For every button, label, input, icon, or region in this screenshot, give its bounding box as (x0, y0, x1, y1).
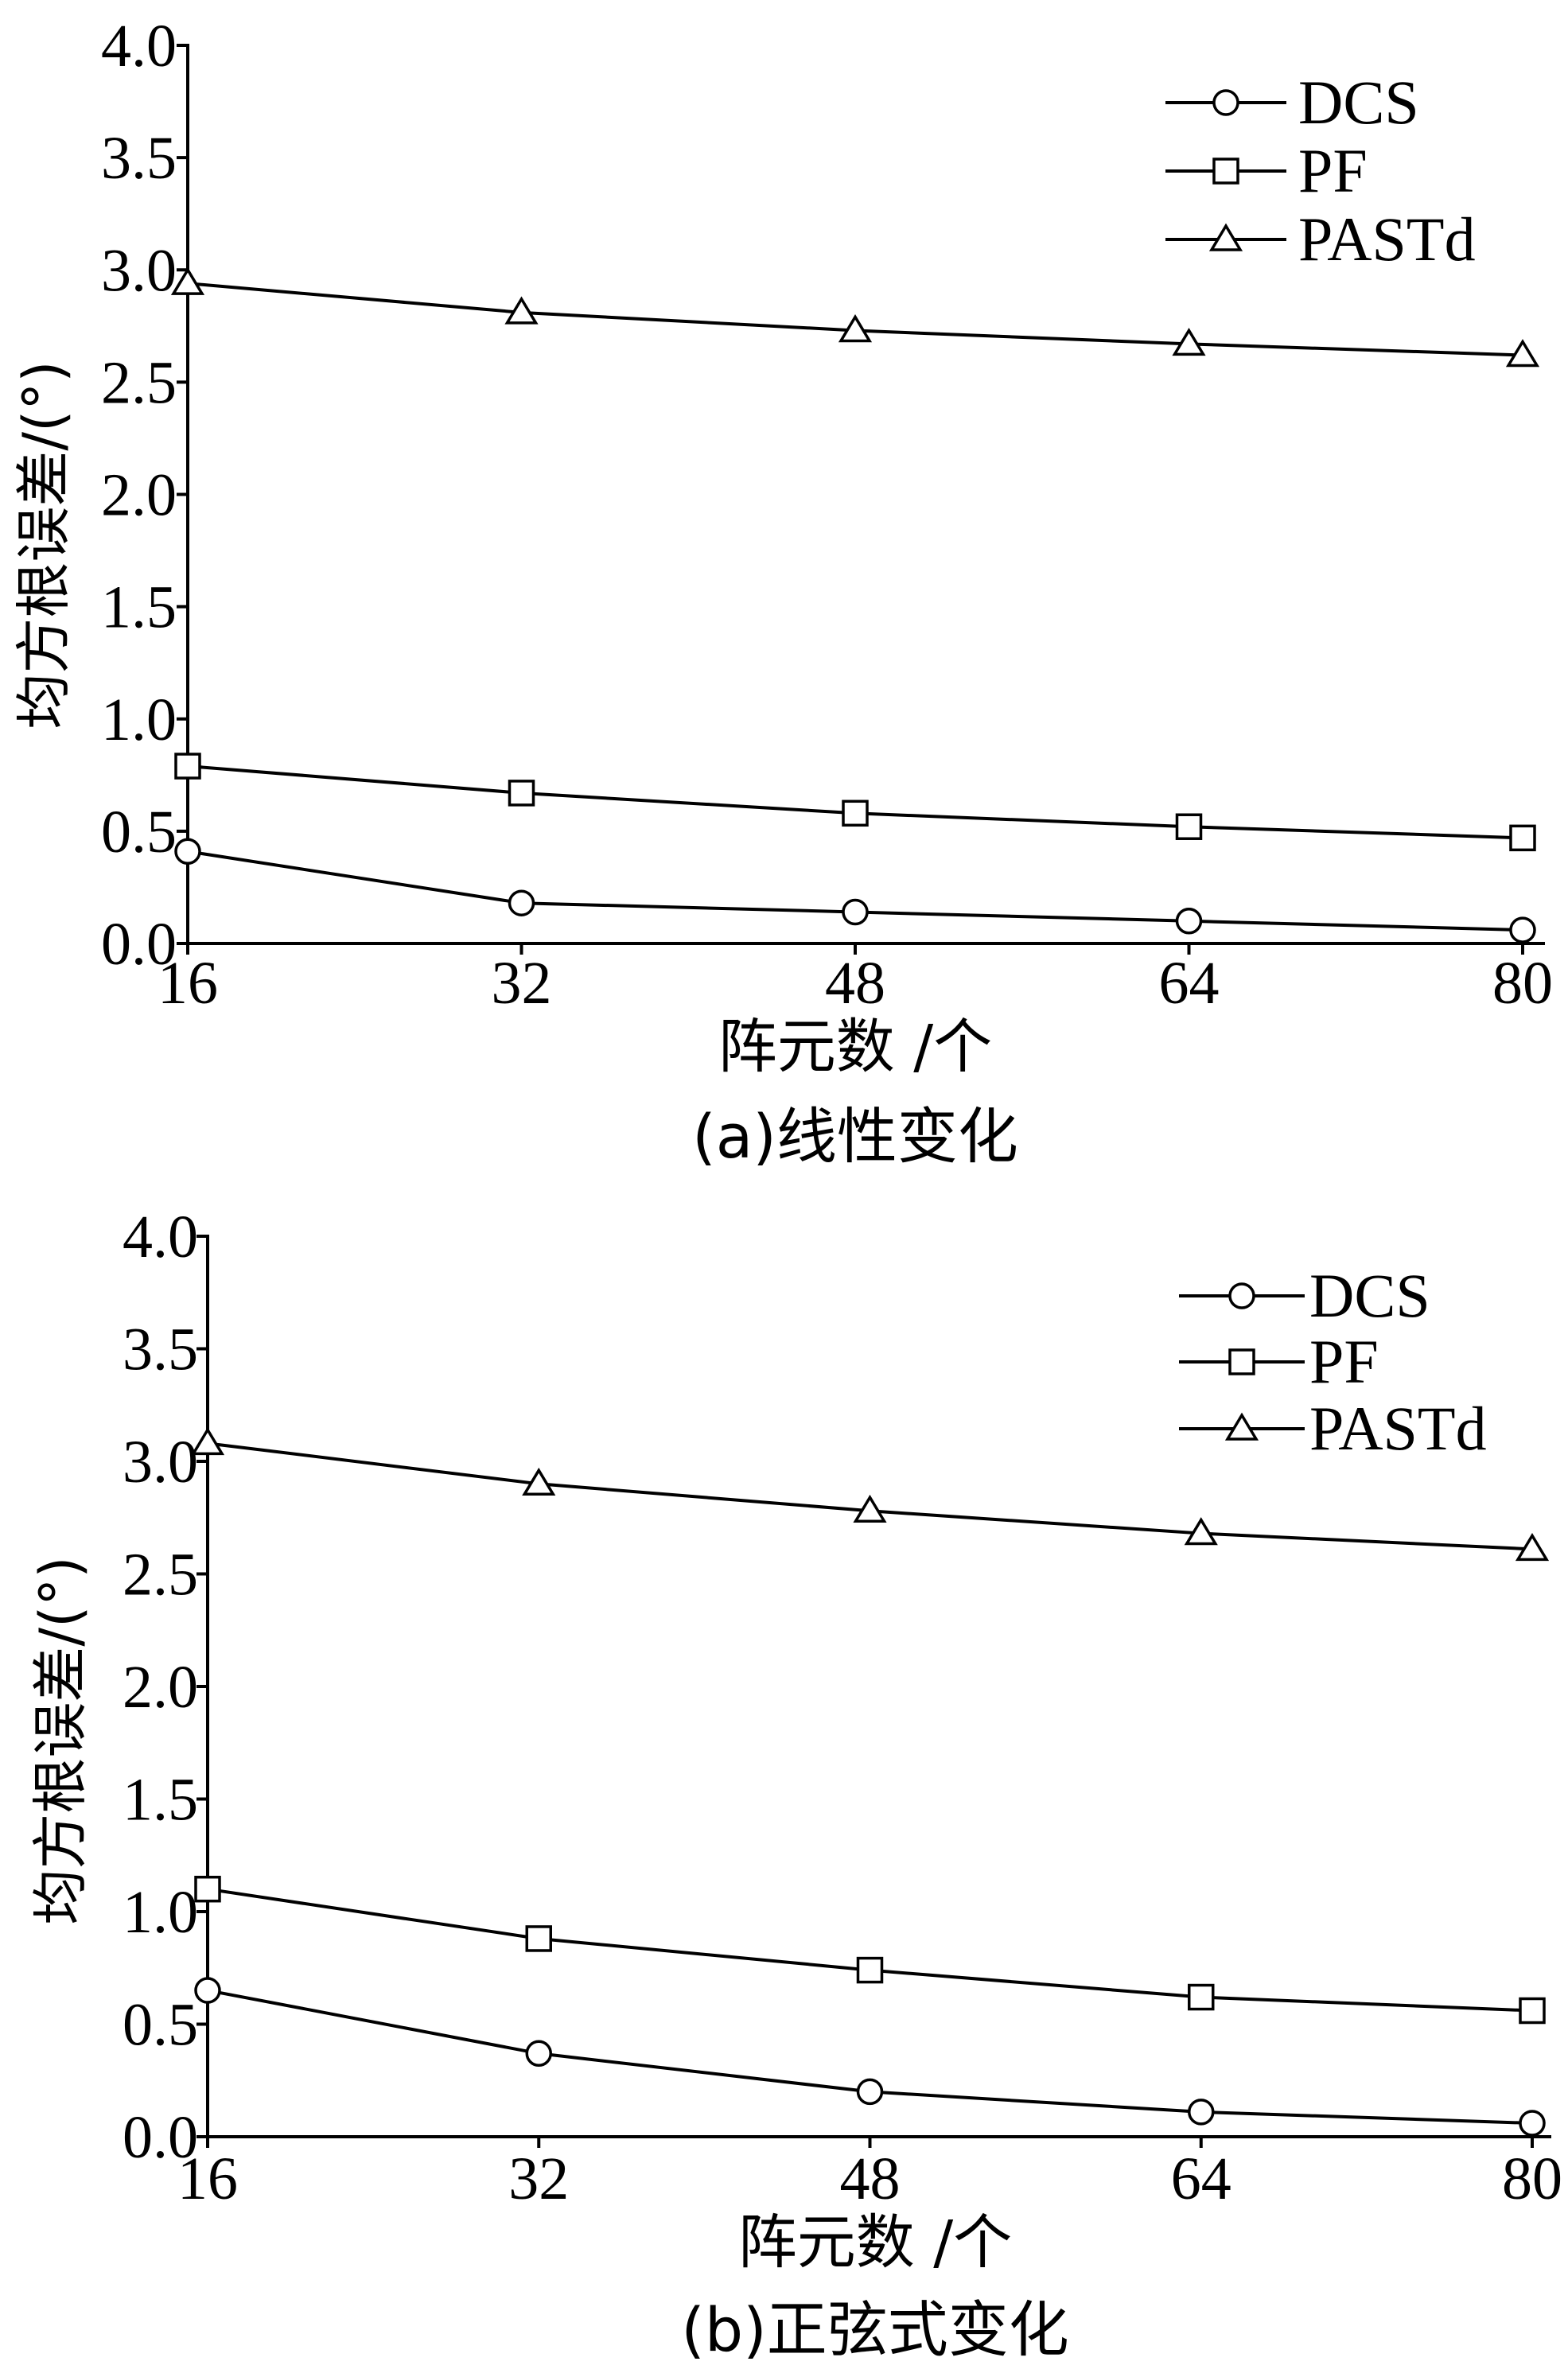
data-point-pastd (1515, 1532, 1550, 1562)
y-tick-label: 1.0 (123, 1879, 198, 1946)
legend-marker-pastd (1208, 223, 1243, 251)
legend-label-pf: PF (1309, 1327, 1379, 1396)
legend-marker-dcs (1228, 1282, 1255, 1309)
data-point-dcs (842, 898, 869, 926)
y-tick-label: 0.5 (101, 799, 177, 866)
x-tick-label: 48 (825, 950, 885, 1017)
data-point-pf (525, 1925, 552, 1952)
y-tick-label: 3.5 (123, 1317, 198, 1383)
data-point-dcs (1519, 2110, 1546, 2137)
y-tick-label: 1.0 (101, 687, 177, 753)
data-point-pf (1175, 813, 1203, 840)
data-point-pf (842, 799, 869, 827)
x-tick-label: 64 (1159, 950, 1220, 1017)
data-point-pastd (522, 1467, 556, 1496)
data-point-pf (1188, 1983, 1215, 2011)
data-point-pf (174, 753, 201, 780)
legend-marker-dcs (1212, 89, 1239, 116)
legend-marker-pastd (1224, 1412, 1259, 1441)
y-tick-label: 0.0 (123, 2104, 198, 2171)
x-tick-label: 16 (158, 950, 218, 1017)
legend-label-pf: PF (1298, 136, 1368, 205)
x-tick-label: 48 (840, 2145, 901, 2212)
data-point-dcs (194, 1977, 221, 2004)
data-point-pf (1509, 824, 1536, 852)
data-point-pastd (170, 266, 205, 295)
legend-marker-pf (1228, 1348, 1255, 1375)
data-point-pastd (1172, 327, 1206, 356)
y-tick-label: 1.5 (123, 1767, 198, 1834)
chart-a: 均方根误差/(°) 阵元数 /个 (a)线性变化 0.0 0.5 1.0 1.5 2.0… (11, 13, 1553, 1172)
y-tick-label: 2.5 (101, 349, 177, 416)
y-axis-label: 均方根误差/(°) (11, 360, 76, 729)
data-point-dcs (1188, 2099, 1215, 2126)
x-tick-label: 80 (1502, 2145, 1562, 2212)
y-tick-label: 3.0 (101, 237, 177, 304)
data-point-pf (1519, 1997, 1546, 2025)
y-tick-label: 0.0 (101, 911, 177, 978)
data-point-pf (508, 780, 535, 807)
data-point-pf (194, 1875, 221, 1903)
data-point-pf (856, 1956, 884, 1984)
legend-label-dcs: DCS (1309, 1261, 1430, 1330)
data-point-pastd (1184, 1517, 1218, 1546)
data-point-dcs (1175, 908, 1203, 935)
data-point-dcs (508, 889, 535, 916)
y-tick-label: 2.0 (123, 1654, 198, 1721)
chart-b: 均方根误差/(°) 阵元数 /个 (b)正弦式变化 0.0 0.5 1.0 1.5 2.… (28, 1204, 1562, 2365)
legend-marker-pf (1212, 158, 1239, 185)
data-point-dcs (525, 2040, 552, 2068)
data-point-dcs (856, 2078, 884, 2106)
y-tick-label: 4.0 (101, 13, 177, 80)
y-axis-label: 均方根误差/(°) (28, 1556, 93, 1924)
y-tick-label: 0.5 (123, 1992, 198, 2059)
legend-label-pastd: PASTd (1298, 204, 1476, 274)
data-point-dcs (174, 838, 201, 866)
legend-label-dcs: DCS (1298, 68, 1419, 137)
data-point-pastd (1505, 339, 1540, 368)
x-axis-label: 阵元数 /个 (718, 1013, 992, 1081)
chart-caption: (a)线性变化 (692, 1101, 1018, 1172)
y-tick-label: 4.0 (123, 1204, 198, 1270)
data-point-dcs (1509, 916, 1536, 943)
legend-label-pastd: PASTd (1309, 1394, 1487, 1463)
x-tick-label: 32 (508, 2145, 569, 2212)
x-tick-label: 80 (1492, 950, 1553, 1017)
x-tick-label: 64 (1171, 2145, 1231, 2212)
data-point-pastd (190, 1426, 225, 1456)
data-point-pastd (504, 296, 539, 325)
y-tick-label: 1.5 (101, 574, 177, 641)
y-tick-label: 2.0 (101, 462, 177, 529)
chart-caption: (b)正弦式变化 (681, 2294, 1069, 2365)
x-tick-label: 32 (492, 950, 552, 1017)
y-tick-label: 3.5 (101, 125, 177, 192)
data-point-pastd (853, 1494, 887, 1523)
y-tick-label: 2.5 (123, 1542, 198, 1609)
data-point-pastd (838, 314, 873, 343)
series-line-pf (207, 1887, 1533, 2013)
x-axis-label: 阵元数 /个 (738, 2208, 1012, 2277)
x-tick-label: 16 (177, 2145, 238, 2212)
y-tick-label: 3.0 (123, 1429, 198, 1496)
